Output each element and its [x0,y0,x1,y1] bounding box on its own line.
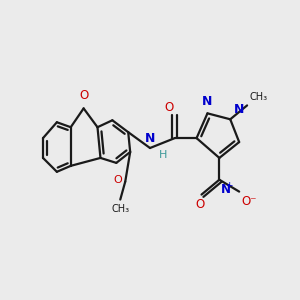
Text: O: O [195,198,204,211]
Text: H: H [159,150,167,161]
Text: N: N [202,95,213,108]
Text: O⁻: O⁻ [242,195,257,208]
Text: N: N [234,103,244,116]
Text: N: N [145,132,155,145]
Text: O: O [79,89,88,102]
Text: CH₃: CH₃ [111,204,129,214]
Text: +: + [225,181,232,190]
Text: CH₃: CH₃ [250,92,268,102]
Text: O: O [165,100,174,113]
Text: O: O [113,175,122,185]
Text: N: N [221,183,231,196]
